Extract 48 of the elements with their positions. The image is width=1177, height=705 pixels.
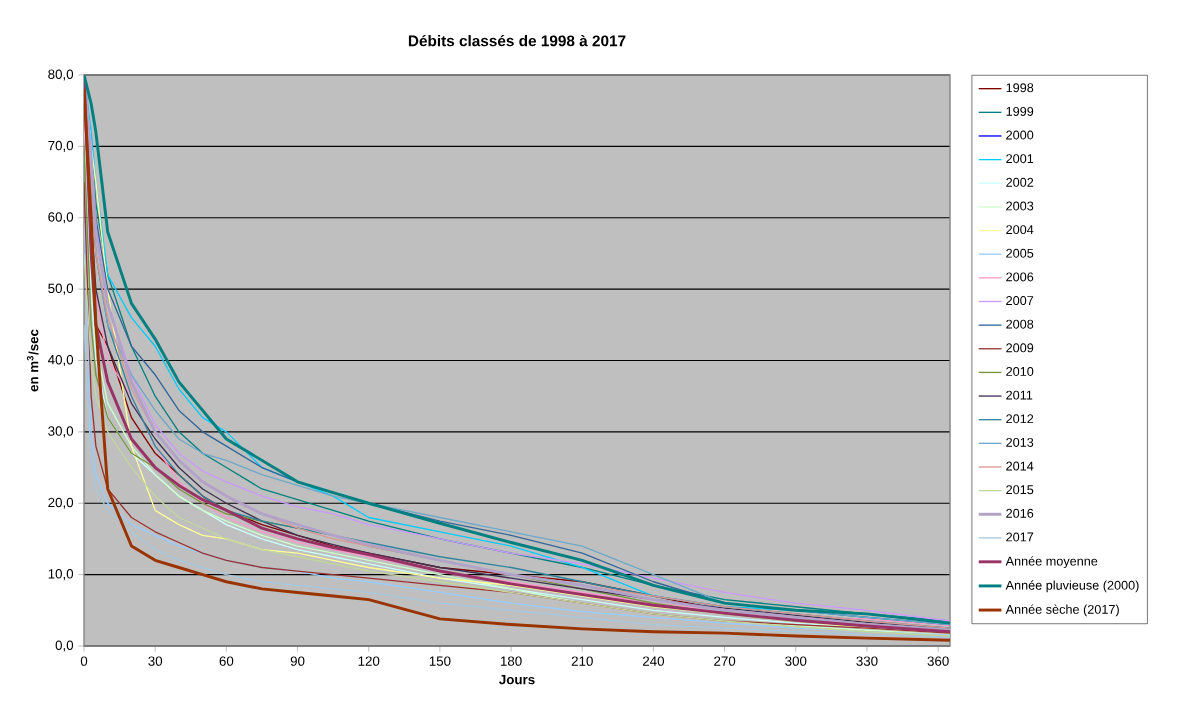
x-tick-label: 330 [856,656,878,666]
legend-label: Année sèche (2017) [1005,604,1119,617]
legend-label: 2003 [1006,201,1034,211]
y-tick-label: 40,0 [47,354,74,366]
x-tick-label: 270 [714,656,736,666]
legend-label: Année pluvieuse (2000) [1005,580,1139,593]
y-tick-label: 60,0 [48,212,74,224]
x-tick-label: 240 [642,656,665,666]
x-tick-label: 210 [571,656,593,666]
legend-label: 2001 [1006,154,1034,164]
y-tick-label: 80,0 [48,69,74,81]
legend-label: 2015 [1006,485,1034,495]
x-tick-label: 0 [80,656,88,666]
y-tick-label: 50,0 [48,283,74,295]
legend-label: 2010 [1006,366,1034,376]
legend-label: 1998 [1006,83,1034,93]
legend-label: 2002 [1006,177,1034,187]
legend-label: 2011 [1006,390,1033,400]
y-tick-label: 0,0 [55,640,74,652]
legend-label: 2014 [1006,461,1034,471]
chart-title: Débits classés de 1998 à 2017 [408,34,626,47]
legend-label: 1999 [1006,106,1034,116]
x-tick-label: 30 [148,656,163,666]
legend-label: 2007 [1006,296,1034,306]
x-axis-title: Jours [499,674,535,685]
x-tick-label: 60 [219,656,234,666]
legend-label: 2009 [1006,343,1034,353]
y-tick-label: 10,0 [48,569,74,581]
y-axis-title: en m$^{3}$/sec [26,329,39,392]
legend-label: 2017 [1006,532,1034,542]
legend-label: 2004 [1006,225,1034,235]
legend-label: 2016 [1006,508,1034,518]
legend-label: 2008 [1006,319,1034,329]
x-tick-label: 150 [429,656,451,666]
legend-label: 2000 [1006,130,1034,140]
legend-label: Année moyenne [1005,556,1098,569]
x-tick-label: 180 [500,656,522,666]
x-tick-label: 300 [785,656,807,666]
x-tick-label: 90 [290,656,305,666]
x-tick-label: 360 [927,656,949,666]
y-tick-label: 20,0 [48,497,74,509]
legend-label: 2013 [1006,437,1034,447]
y-tick-label: 30,0 [48,426,74,438]
y-tick-label: 70,0 [48,140,74,152]
legend-label: 2005 [1006,248,1034,258]
x-tick-label: 120 [358,656,380,666]
legend-label: 2006 [1006,272,1034,282]
legend-label: 2012 [1006,414,1034,424]
